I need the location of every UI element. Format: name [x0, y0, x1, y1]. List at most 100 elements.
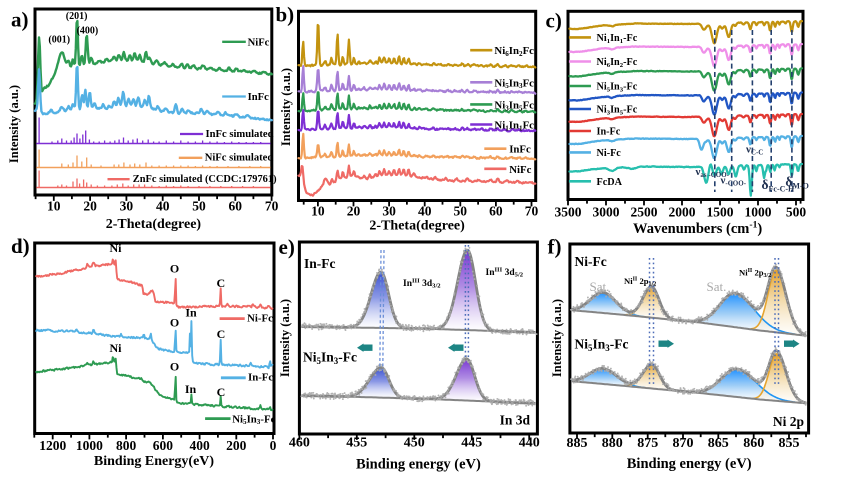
svg-text:a): a): [11, 8, 29, 32]
svg-text:FcDA: FcDA: [597, 177, 623, 188]
svg-text:Intensity (a.u.): Intensity (a.u.): [278, 299, 292, 377]
svg-text:1500: 1500: [707, 205, 734, 220]
svg-text:Ni5 In3 -Fc: Ni5 In3 -Fc: [597, 82, 638, 94]
svg-text:1200: 1200: [39, 438, 66, 453]
svg-text:Sat.: Sat.: [590, 279, 610, 294]
svg-text:Ni5 In3 -Fc: Ni5 In3 -Fc: [303, 350, 357, 366]
svg-text:445: 445: [461, 436, 482, 451]
svg-text:f): f): [548, 235, 562, 259]
svg-text:40: 40: [156, 199, 170, 214]
svg-text:2-Theta(degree): 2-Theta(degree): [369, 219, 465, 234]
svg-text:Intensity (a.u.): Intensity (a.u.): [7, 85, 21, 163]
svg-text:40: 40: [418, 204, 432, 219]
svg-text:InFc simulated: InFc simulated: [206, 129, 274, 140]
svg-text:20: 20: [83, 199, 97, 214]
svg-text:70: 70: [265, 199, 279, 214]
svg-text:455: 455: [346, 436, 367, 451]
svg-text:In 3d: In 3d: [500, 413, 531, 428]
svg-text:200: 200: [226, 438, 247, 453]
svg-text:Ni 2p: Ni 2p: [773, 414, 804, 429]
svg-text:0: 0: [270, 438, 277, 453]
svg-text:NiII 2p1/2: NiII 2p1/2: [624, 276, 656, 288]
svg-text:ZnFc simulated (CCDC:179761): ZnFc simulated (CCDC:179761): [133, 174, 277, 185]
svg-text:ν-COO-: ν-COO-: [720, 175, 747, 188]
svg-text:(400): (400): [77, 26, 99, 37]
svg-text:d): d): [11, 234, 30, 258]
svg-text:2-Theta(degree): 2-Theta(degree): [106, 217, 202, 232]
svg-text:Binding energy (eV): Binding energy (eV): [356, 457, 481, 473]
svg-text:1000: 1000: [76, 438, 103, 453]
svg-text:460: 460: [289, 436, 310, 451]
svg-text:70: 70: [525, 204, 539, 219]
svg-text:NiFc: NiFc: [248, 37, 270, 48]
svg-text:Binding energy (eV): Binding energy (eV): [627, 456, 752, 472]
svg-text:865: 865: [708, 436, 729, 451]
svg-text:500: 500: [786, 205, 807, 220]
svg-text:3000: 3000: [593, 205, 620, 220]
svg-text:O: O: [170, 262, 179, 276]
svg-text:Sat.: Sat.: [707, 279, 727, 294]
svg-text:10: 10: [47, 199, 61, 214]
svg-text:10: 10: [311, 204, 325, 219]
svg-text:InFc: InFc: [509, 144, 531, 156]
svg-text:400: 400: [189, 438, 210, 453]
svg-text:875: 875: [637, 436, 658, 451]
svg-text:Ni6 In2 -Fc: Ni6 In2 -Fc: [597, 57, 638, 69]
svg-text:60: 60: [229, 199, 243, 214]
svg-text:Ni: Ni: [110, 341, 123, 355]
svg-text:C: C: [217, 385, 226, 399]
svg-text:2500: 2500: [631, 205, 658, 220]
svg-text:440: 440: [519, 436, 540, 451]
svg-text:Intensity (a.u.): Intensity (a.u.): [550, 299, 564, 377]
svg-text:Ni3 In5 Fc: Ni3 In5 Fc: [494, 99, 534, 112]
svg-text:Binding Energy(eV): Binding Energy(eV): [94, 454, 215, 469]
svg-text:Ni1 In1 -Fc: Ni1 In1 -Fc: [597, 33, 638, 45]
svg-text:O: O: [170, 316, 179, 330]
svg-text:b): b): [276, 3, 295, 27]
svg-text:3500: 3500: [555, 205, 582, 220]
svg-text:860: 860: [743, 436, 764, 451]
svg-text:880: 880: [602, 436, 623, 451]
svg-text:(001): (001): [48, 35, 70, 46]
svg-text:Wavenumbers (cm-1 ): Wavenumbers (cm-1 ): [633, 220, 762, 238]
svg-text:In-Fc: In-Fc: [304, 256, 336, 271]
svg-text:Ni1 In1 Fc: Ni1 In1 Fc: [494, 120, 534, 133]
svg-text:Ni5 In3 Fc: Ni5 In3 Fc: [494, 77, 534, 90]
svg-text:In: In: [185, 306, 197, 320]
svg-text:InIII 3d5/2: InIII 3d5/2: [486, 266, 524, 278]
svg-text:600: 600: [153, 438, 174, 453]
svg-text:Ni3 In5 -Fc: Ni3 In5 -Fc: [597, 105, 638, 117]
svg-text:O: O: [170, 359, 179, 373]
svg-text:In-Fc: In-Fc: [248, 372, 273, 384]
svg-text:(201): (201): [66, 11, 88, 22]
svg-text:In-Fc: In-Fc: [597, 127, 621, 138]
svg-text:δM-O: δM-O: [785, 174, 808, 190]
svg-text:C: C: [217, 327, 226, 341]
svg-text:Ni-Fc: Ni-Fc: [575, 254, 607, 269]
svg-text:60: 60: [489, 204, 503, 219]
svg-text:Ni-Fc: Ni-Fc: [247, 313, 273, 325]
svg-text:800: 800: [116, 438, 137, 453]
svg-text:30: 30: [120, 199, 134, 214]
svg-text:450: 450: [404, 436, 425, 451]
svg-text:2000: 2000: [669, 205, 696, 220]
svg-text:885: 885: [567, 436, 588, 451]
svg-text:InIII 3d3/2: InIII 3d3/2: [403, 277, 441, 289]
svg-text:NiFc simulated: NiFc simulated: [205, 152, 274, 163]
svg-text:e): e): [279, 235, 295, 259]
svg-text:Ni6 In2 Fc: Ni6 In2 Fc: [494, 45, 534, 58]
svg-text:20: 20: [347, 204, 361, 219]
svg-text:δFc-C-H: δFc-C-H: [762, 177, 796, 193]
svg-text:855: 855: [779, 436, 800, 451]
svg-text:30: 30: [382, 204, 396, 219]
svg-text:Intensity (a.u.): Intensity (a.u.): [279, 68, 293, 146]
svg-text:50: 50: [192, 199, 206, 214]
svg-text:1000: 1000: [745, 205, 772, 220]
svg-text:Ni5 In3 -Fc: Ni5 In3 -Fc: [575, 337, 629, 353]
svg-text:50: 50: [454, 204, 468, 219]
svg-text:870: 870: [673, 436, 694, 451]
svg-text:In: In: [185, 382, 197, 396]
svg-text:C: C: [216, 276, 225, 290]
svg-text:InFc: InFc: [248, 92, 269, 103]
svg-text:νas -COO-: νas -COO-: [695, 166, 730, 179]
